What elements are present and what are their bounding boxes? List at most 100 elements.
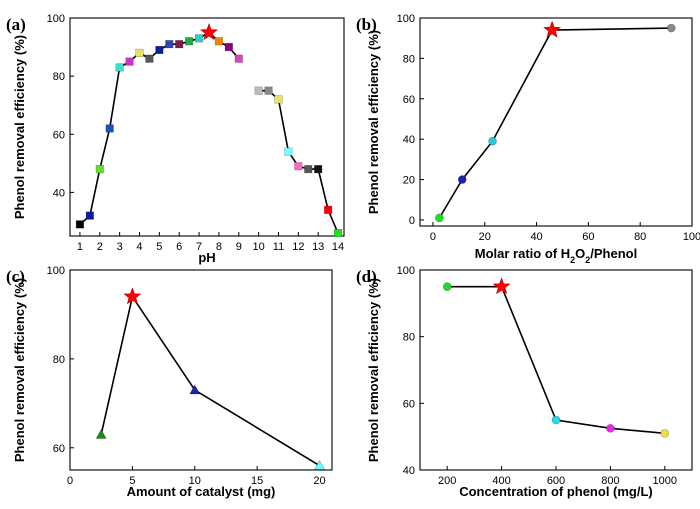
x-tick-label: 15: [251, 475, 263, 487]
x-tick-label: 10: [252, 241, 264, 253]
data-point-19: [274, 95, 283, 104]
plot-frame: [69, 17, 345, 237]
x-tick-label: 12: [292, 241, 304, 253]
data-point-6: [135, 48, 144, 57]
data-point-22: [304, 165, 313, 174]
y-tick-label: 40: [53, 187, 65, 199]
data-point-star-1: [492, 277, 511, 295]
x-tick-label: 3: [117, 241, 123, 253]
x-tick-label: 1: [77, 241, 83, 253]
series-line: [100, 294, 320, 467]
data-point-0: [75, 220, 84, 229]
data-point-7: [145, 54, 154, 63]
x-tick-label: 5: [129, 475, 135, 487]
data-point-1: [457, 175, 467, 184]
panel-label: (a): [6, 15, 26, 34]
x-tick-label: 6: [176, 241, 182, 253]
y-tick-label: 100: [47, 265, 65, 277]
data-point-2: [551, 415, 561, 425]
plot-frame: [419, 269, 693, 471]
data-point-star-1: [123, 287, 142, 305]
y-tick-label: 40: [403, 134, 415, 146]
y-tick-label: 100: [397, 265, 415, 277]
data-point-3: [606, 424, 615, 433]
data-point-17: [254, 86, 263, 95]
data-point-2: [488, 136, 497, 146]
data-point-20: [284, 147, 293, 156]
y-tick-label: 100: [397, 13, 415, 25]
data-point-14: [214, 37, 223, 46]
y-tick-label: 60: [53, 129, 65, 141]
data-point-25: [333, 229, 343, 238]
data-point-18: [264, 86, 273, 95]
x-tick-label: 100: [683, 231, 700, 243]
x-axis-label: Concentration of phenol (mg/L): [459, 484, 653, 499]
data-point-9: [165, 40, 174, 49]
y-axis-label: Phenol removal efficiency (%): [366, 278, 381, 462]
plot-frame: [419, 17, 693, 227]
x-axis-label: Molar ratio of H2O2/Phenol: [475, 246, 637, 265]
data-point-1: [85, 211, 94, 220]
x-tick-label: 0: [67, 475, 73, 487]
data-point-21: [294, 162, 303, 171]
y-axis-label: Phenol removal efficiency (%): [12, 278, 27, 462]
panel-b: 0 20 40 60 80 100 0 20 40 60 80 100 (b)Phenol remova…: [356, 13, 700, 265]
x-tick-label: 11: [273, 241, 284, 253]
x-tick-label: 7: [196, 241, 202, 253]
x-tick-label: 8: [216, 241, 222, 253]
x-tick-label: 800: [601, 475, 619, 487]
y-tick-label: 80: [53, 354, 65, 366]
y-tick-label: 60: [403, 94, 415, 106]
data-point-0: [95, 428, 107, 439]
x-tick-label: 13: [312, 241, 324, 253]
y-axis-label: Phenol removal efficiency (%): [366, 30, 381, 214]
y-tick-label: 60: [53, 443, 65, 455]
series-line: [79, 31, 240, 226]
data-point-16: [234, 54, 243, 63]
data-point-4: [660, 429, 670, 438]
x-tick-label: 200: [438, 475, 456, 487]
y-tick-label: 60: [403, 398, 415, 410]
data-point-2: [189, 384, 201, 395]
x-tick-label: 5: [156, 241, 162, 253]
panel-c: 0 5 10 15 20 60 80 100 (c)Phenol removal efficie…: [6, 265, 333, 499]
data-point-12: [195, 34, 204, 43]
data-point-10: [175, 40, 184, 49]
data-point-3: [314, 459, 326, 470]
y-tick-label: 0: [409, 215, 415, 227]
data-point-15: [224, 43, 233, 52]
x-tick-label: 80: [634, 231, 646, 243]
y-tick-label: 80: [53, 71, 65, 83]
x-tick-label: 14: [332, 241, 344, 253]
data-point-star-13: [200, 23, 218, 41]
y-axis-label: Phenol removal efficiency (%): [12, 35, 27, 219]
data-point-23: [314, 165, 323, 174]
data-point-3: [105, 124, 114, 133]
panel-label: (b): [356, 15, 377, 34]
plot-frame: [69, 269, 333, 471]
series-line: [447, 285, 665, 435]
x-tick-label: 10: [189, 475, 201, 487]
data-point-4: [115, 63, 124, 72]
x-tick-label: 2: [97, 241, 103, 253]
x-tick-label: 1000: [653, 475, 677, 487]
data-point-8: [155, 45, 164, 55]
y-tick-label: 100: [47, 13, 65, 25]
panel-d: 200 400 600 800 1000 40 60 80 100 (d)Phenol remov…: [356, 265, 693, 499]
panel-label: (d): [356, 267, 377, 286]
data-point-0: [435, 213, 444, 223]
x-tick-label: 20: [313, 475, 325, 487]
data-point-0: [442, 282, 452, 291]
data-point-5: [125, 57, 134, 66]
x-tick-label: 600: [547, 475, 565, 487]
y-tick-label: 80: [403, 332, 415, 344]
x-tick-label: 0: [430, 231, 436, 243]
y-tick-label: 20: [403, 175, 415, 187]
data-point-11: [185, 37, 194, 46]
y-tick-label: 80: [403, 53, 415, 65]
x-tick-label: 40: [530, 231, 542, 243]
data-point-24: [324, 205, 333, 214]
x-axis-label: Amount of catalyst (mg): [127, 484, 276, 499]
